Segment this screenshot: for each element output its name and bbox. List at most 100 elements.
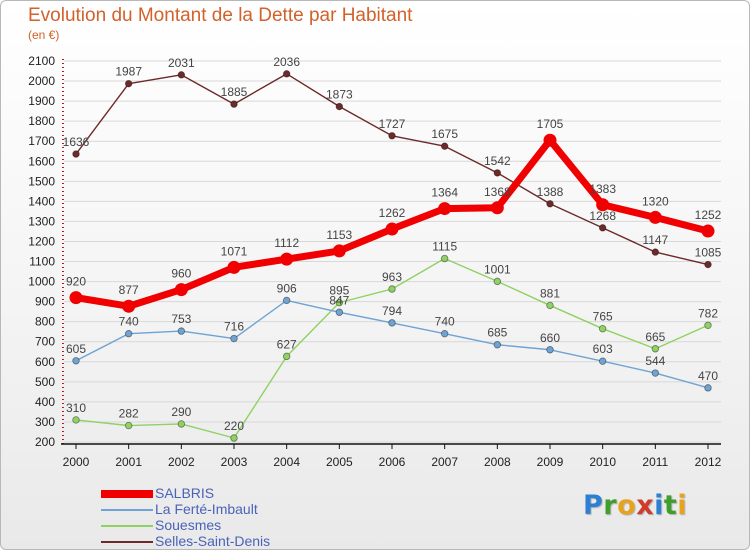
data-point xyxy=(124,79,133,88)
logo-letter: x xyxy=(636,490,655,521)
x-tick-label: 2000 xyxy=(63,455,90,469)
data-point xyxy=(493,341,502,349)
data-point xyxy=(704,260,712,269)
data-point xyxy=(282,296,291,305)
proxiti-logo: Proxiti xyxy=(583,490,687,521)
data-label: 1542 xyxy=(484,154,511,168)
data-point xyxy=(177,420,186,428)
data-label: 740 xyxy=(435,315,455,329)
data-label: 1085 xyxy=(695,246,722,260)
x-tick-label: 2001 xyxy=(115,455,142,469)
data-label: 1112 xyxy=(274,236,299,250)
legend-swatch xyxy=(101,541,153,543)
data-point xyxy=(388,319,396,327)
legend-label: Selles-Saint-Denis xyxy=(155,533,271,549)
data-point xyxy=(72,416,80,424)
y-tick-label: 700 xyxy=(35,335,55,349)
data-point xyxy=(335,298,344,307)
legend-swatch xyxy=(101,525,153,527)
data-point xyxy=(438,202,452,216)
data-label: 881 xyxy=(540,286,560,300)
y-tick-label: 2000 xyxy=(28,74,55,88)
y-tick-label: 900 xyxy=(35,295,55,309)
data-label: 1364 xyxy=(431,186,458,200)
y-tick-label: 1300 xyxy=(28,214,55,228)
logo-letter: P xyxy=(583,490,604,521)
data-label: 282 xyxy=(119,407,139,421)
data-label: 1705 xyxy=(537,117,564,131)
y-tick-label: 1700 xyxy=(28,134,55,148)
x-tick-label: 2004 xyxy=(273,455,300,469)
data-label: 627 xyxy=(277,337,297,351)
data-point xyxy=(546,346,554,354)
data-point xyxy=(230,334,238,343)
data-label: 1147 xyxy=(642,233,668,247)
data-label: 1675 xyxy=(431,127,458,141)
data-label: 1383 xyxy=(589,182,616,196)
data-point xyxy=(701,224,715,238)
data-point xyxy=(440,254,449,263)
x-tick-label: 2011 xyxy=(642,455,668,469)
data-label: 603 xyxy=(593,342,613,356)
data-label: 716 xyxy=(224,320,244,334)
data-point xyxy=(122,299,136,313)
data-point xyxy=(282,352,291,361)
logo-letter: i xyxy=(654,490,664,521)
x-tick-label: 2005 xyxy=(326,455,353,469)
data-label: 960 xyxy=(171,267,191,281)
legend-swatch xyxy=(101,490,153,498)
x-tick-label: 2003 xyxy=(221,455,248,469)
data-label: 665 xyxy=(645,330,665,344)
x-tick-label: 2006 xyxy=(379,455,406,469)
series-line xyxy=(75,73,709,266)
data-label: 660 xyxy=(540,331,560,345)
data-label: 290 xyxy=(171,405,191,419)
data-label: 765 xyxy=(593,310,613,324)
data-point xyxy=(490,201,504,215)
data-label: 685 xyxy=(487,326,507,340)
data-label: 605 xyxy=(66,342,86,356)
chart-subtitle: (en €) xyxy=(28,28,60,42)
data-point xyxy=(174,283,188,297)
y-tick-label: 1200 xyxy=(28,234,55,248)
x-tick-label: 2012 xyxy=(695,455,722,469)
data-label: 794 xyxy=(382,304,402,318)
y-tick-label: 1400 xyxy=(28,194,55,208)
x-tick-label: 2009 xyxy=(537,455,564,469)
chart-title: Evolution du Montant de la Dette par Hab… xyxy=(28,5,413,26)
data-label: 544 xyxy=(645,354,665,368)
data-label: 920 xyxy=(66,275,86,289)
y-tick-label: 1000 xyxy=(28,275,55,289)
data-label: 895 xyxy=(329,284,349,298)
data-point xyxy=(440,142,449,150)
data-label: 1368 xyxy=(484,185,511,199)
data-label: 1071 xyxy=(221,244,248,258)
data-label: 1388 xyxy=(537,185,564,199)
data-point xyxy=(546,200,554,208)
data-point xyxy=(69,291,83,305)
data-label: 782 xyxy=(698,306,718,320)
data-label: 2031 xyxy=(168,56,195,70)
legend-label: SALBRIS xyxy=(155,485,215,501)
y-tick-label: 200 xyxy=(35,435,55,449)
data-point xyxy=(72,150,80,158)
data-label: 1268 xyxy=(589,209,616,223)
x-tick-label: 2008 xyxy=(484,455,511,469)
data-label: 470 xyxy=(698,369,718,383)
x-tick-label: 2007 xyxy=(431,455,458,469)
y-tick-label: 1100 xyxy=(29,255,55,269)
data-label: 1320 xyxy=(642,194,669,208)
data-point xyxy=(332,244,346,258)
data-label: 1001 xyxy=(484,262,511,276)
logo-letter: o xyxy=(617,490,637,521)
data-label: 753 xyxy=(171,312,191,326)
y-tick-label: 1600 xyxy=(28,154,55,168)
data-point xyxy=(124,421,133,430)
data-point xyxy=(648,210,662,224)
data-point xyxy=(282,70,291,78)
data-point xyxy=(388,132,396,140)
data-point xyxy=(335,308,344,316)
data-point xyxy=(704,384,712,392)
data-label: 963 xyxy=(382,270,402,284)
